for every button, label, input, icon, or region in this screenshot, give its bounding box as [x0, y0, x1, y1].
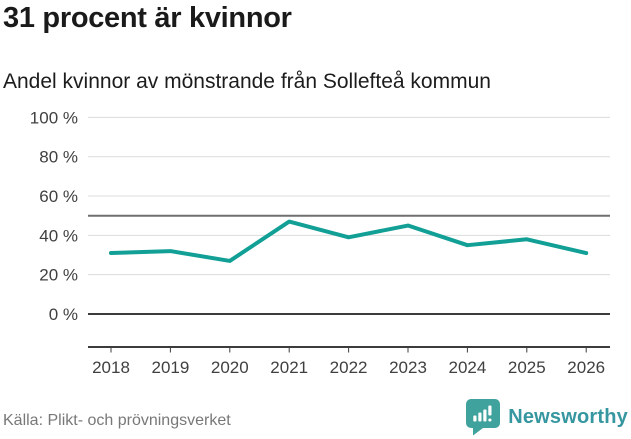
y-tick-label-40: 40 %: [39, 226, 78, 245]
bar-2: [478, 412, 482, 422]
x-tick-label-2025: 2025: [508, 358, 546, 377]
x-tick-label-2021: 2021: [270, 358, 308, 377]
y-tick-label-20: 20 %: [39, 266, 78, 285]
newsworthy-logo: Newsworthy: [466, 399, 628, 436]
x-tick-label-2023: 2023: [389, 358, 427, 377]
y-tick-label-0: 0 %: [49, 305, 78, 324]
chart-subtitle: Andel kvinnor av mönstrande från Solleft…: [3, 70, 491, 93]
line-chart: 0 % 20 % 40 % 60 % 80 % 100 % 2018 2019 2020 2021…: [30, 108, 610, 377]
x-tick-label-2022: 2022: [330, 358, 368, 377]
brand-name: Newsworthy: [508, 406, 628, 428]
exclamation-bar: [488, 405, 492, 416]
y-tick-label-80: 80 %: [39, 148, 78, 167]
bar-1: [473, 415, 477, 422]
exclamation-dot: [488, 418, 492, 422]
x-tick-label-2019: 2019: [151, 358, 189, 377]
page-title: 31 procent är kvinnor: [3, 2, 292, 34]
speech-bubble-shape: [466, 399, 501, 436]
x-tick-label-2026: 2026: [567, 358, 605, 377]
source-text: Källa: Plikt- och prövningsverket: [3, 412, 231, 429]
y-tick-label-100: 100 %: [30, 108, 78, 127]
bar-3: [483, 409, 487, 422]
x-tick-label-2020: 2020: [211, 358, 249, 377]
data-line: [109, 219, 589, 263]
y-tick-label-60: 60 %: [39, 187, 78, 206]
newsworthy-icon: [466, 399, 501, 436]
x-tick-label-2018: 2018: [92, 358, 130, 377]
x-tick-label-2024: 2024: [448, 358, 486, 377]
